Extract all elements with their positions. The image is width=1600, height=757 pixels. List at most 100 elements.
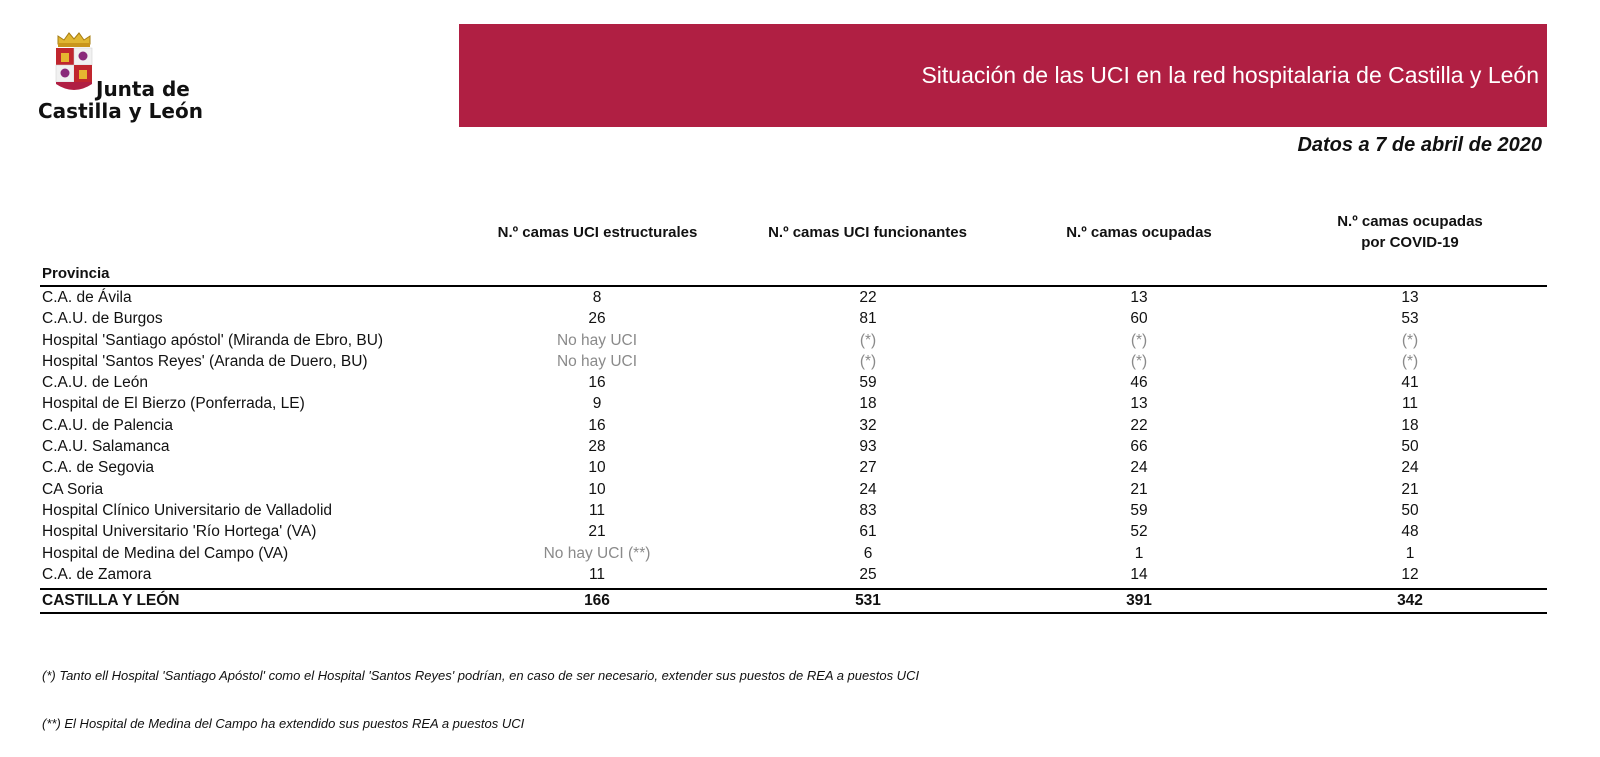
province-name: C.A.U. de León	[42, 374, 148, 392]
cell-occupied: 24	[1130, 459, 1148, 477]
cell-occupied: 13	[1130, 289, 1148, 306]
header-covid-line1: N.º camas ocupadas	[1337, 213, 1483, 230]
cell-covid: 13	[1401, 289, 1419, 306]
cell-structural: No hay UCI	[556, 352, 638, 370]
table-row: Hospital Universitario 'Río Hortega' (VA…	[0, 521, 1600, 542]
cell-functioning: 6	[863, 544, 873, 562]
title-banner: Situación de las UCI en la red hospitala…	[459, 24, 1547, 127]
cell-covid: 41	[1401, 374, 1419, 392]
cell-covid: 11	[1401, 395, 1419, 413]
logo-line1: Junta de	[96, 77, 190, 101]
cell-occupied: 22	[1130, 416, 1148, 434]
cell-functioning: 18	[859, 395, 877, 413]
cell-functioning: 27	[859, 459, 877, 477]
table-row: C.A.U. de León 16 59 46 41	[0, 372, 1600, 393]
cell-covid: 24	[1401, 459, 1419, 477]
cell-occupied: 52	[1130, 523, 1148, 541]
table-row: C.A. de Zamora 11 25 14 12	[0, 564, 1600, 585]
cell-functioning: 25	[859, 565, 877, 583]
header-occupied-beds: N.º camas ocupadas	[1066, 224, 1212, 241]
cell-structural: 28	[588, 438, 606, 456]
cell-functioning: (*)	[859, 352, 877, 370]
table-row: Hospital 'Santiago apóstol' (Miranda de …	[0, 330, 1600, 351]
cell-covid: (*)	[1401, 331, 1419, 349]
cell-occupied: 46	[1130, 374, 1148, 392]
total-covid: 342	[1397, 592, 1423, 609]
total-label: CASTILLA Y LEÓN	[42, 592, 180, 609]
page-title: Situación de las UCI en la red hospitala…	[921, 62, 1539, 88]
total-row: CASTILLA Y LEÓN 166 531 391 342	[0, 590, 1600, 612]
table-row: C.A. de Ávila 8 22 13 13	[0, 287, 1600, 308]
header-structural-beds: N.º camas UCI estructurales	[497, 224, 698, 241]
cell-structural: 16	[588, 374, 606, 392]
table-row: C.A. de Segovia 10 27 24 24	[0, 457, 1600, 478]
cell-functioning: 59	[859, 374, 877, 392]
cell-structural: 16	[588, 416, 606, 434]
table-row: CA Soria 10 24 21 21	[0, 479, 1600, 500]
province-name: Hospital de Medina del Campo (VA)	[42, 544, 289, 562]
cell-structural: 26	[588, 310, 606, 328]
cell-functioning: 32	[859, 416, 877, 434]
cell-structural: 8	[592, 289, 602, 306]
table-row: C.A.U. de Palencia 16 32 22 18	[0, 415, 1600, 436]
cell-functioning: 22	[859, 289, 877, 306]
cell-covid: 53	[1401, 310, 1419, 328]
cell-structural: 10	[588, 459, 606, 477]
junta-logo: Junta de Castilla y León	[38, 30, 208, 125]
cell-functioning: (*)	[859, 331, 877, 349]
cell-functioning: 93	[859, 438, 877, 456]
header-functioning-beds: N.º camas UCI funcionantes	[768, 224, 967, 241]
cell-structural: 21	[588, 523, 606, 541]
province-name: C.A.U. de Burgos	[42, 310, 163, 328]
province-name: Hospital 'Santiago apóstol' (Miranda de …	[42, 331, 384, 349]
header-covid-beds: N.º camas ocupadas por COVID-19	[1300, 211, 1520, 253]
total-functioning: 531	[855, 592, 881, 609]
cell-covid: 12	[1401, 565, 1419, 583]
header-province: Provincia	[42, 265, 110, 282]
province-name: C.A. de Zamora	[42, 565, 152, 583]
cell-occupied: 14	[1130, 565, 1148, 583]
table-row: C.A.U. de Burgos 26 81 60 53	[0, 308, 1600, 329]
cell-functioning: 83	[859, 501, 877, 519]
total-bottom-divider	[40, 612, 1547, 614]
total-divider	[40, 588, 1547, 590]
table-row: C.A.U. Salamanca 28 93 66 50	[0, 436, 1600, 457]
cell-functioning: 81	[859, 310, 877, 328]
cell-covid: 48	[1401, 523, 1419, 541]
province-name: CA Soria	[42, 480, 104, 498]
cell-occupied: 66	[1130, 438, 1148, 456]
cell-structural: 10	[588, 480, 606, 498]
total-structural: 166	[584, 592, 610, 609]
table-row: Hospital de Medina del Campo (VA) No hay…	[0, 543, 1600, 564]
cell-functioning: 24	[859, 480, 877, 498]
data-table: C.A. de Ávila 8 22 13 13 C.A.U. de Burgo…	[0, 287, 1600, 585]
date-subtitle: Datos a 7 de abril de 2020	[1297, 134, 1542, 156]
cell-structural: No hay UCI (**)	[543, 544, 651, 562]
province-name: Hospital 'Santos Reyes' (Aranda de Duero…	[42, 352, 368, 370]
cell-covid: 1	[1405, 544, 1415, 562]
cell-structural: 11	[588, 565, 606, 583]
cell-occupied: 21	[1130, 480, 1148, 498]
cell-occupied: (*)	[1130, 331, 1148, 349]
cell-covid: (*)	[1401, 352, 1419, 370]
cell-structural: 11	[588, 501, 606, 519]
cell-structural: 9	[592, 395, 602, 413]
coat-of-arms-icon	[55, 32, 93, 90]
cell-structural: No hay UCI	[556, 331, 638, 349]
header-covid-line2: por COVID-19	[1361, 234, 1459, 251]
cell-occupied: 59	[1130, 501, 1148, 519]
table-row: Hospital 'Santos Reyes' (Aranda de Duero…	[0, 351, 1600, 372]
cell-occupied: 13	[1130, 395, 1148, 413]
cell-covid: 21	[1401, 480, 1419, 498]
cell-covid: 50	[1401, 438, 1419, 456]
province-name: C.A. de Ávila	[42, 289, 132, 306]
cell-covid: 50	[1401, 501, 1419, 519]
table-row: Hospital de El Bierzo (Ponferrada, LE) 9…	[0, 393, 1600, 414]
footnote-2: (**) El Hospital de Medina del Campo ha …	[42, 716, 525, 731]
table-row: Hospital Clínico Universitario de Vallad…	[0, 500, 1600, 521]
province-name: C.A.U. de Palencia	[42, 416, 173, 434]
cell-functioning: 61	[859, 523, 877, 541]
logo-line2: Castilla y León	[38, 99, 203, 123]
province-name: Hospital de El Bierzo (Ponferrada, LE)	[42, 395, 305, 413]
cell-covid: 18	[1401, 416, 1419, 434]
